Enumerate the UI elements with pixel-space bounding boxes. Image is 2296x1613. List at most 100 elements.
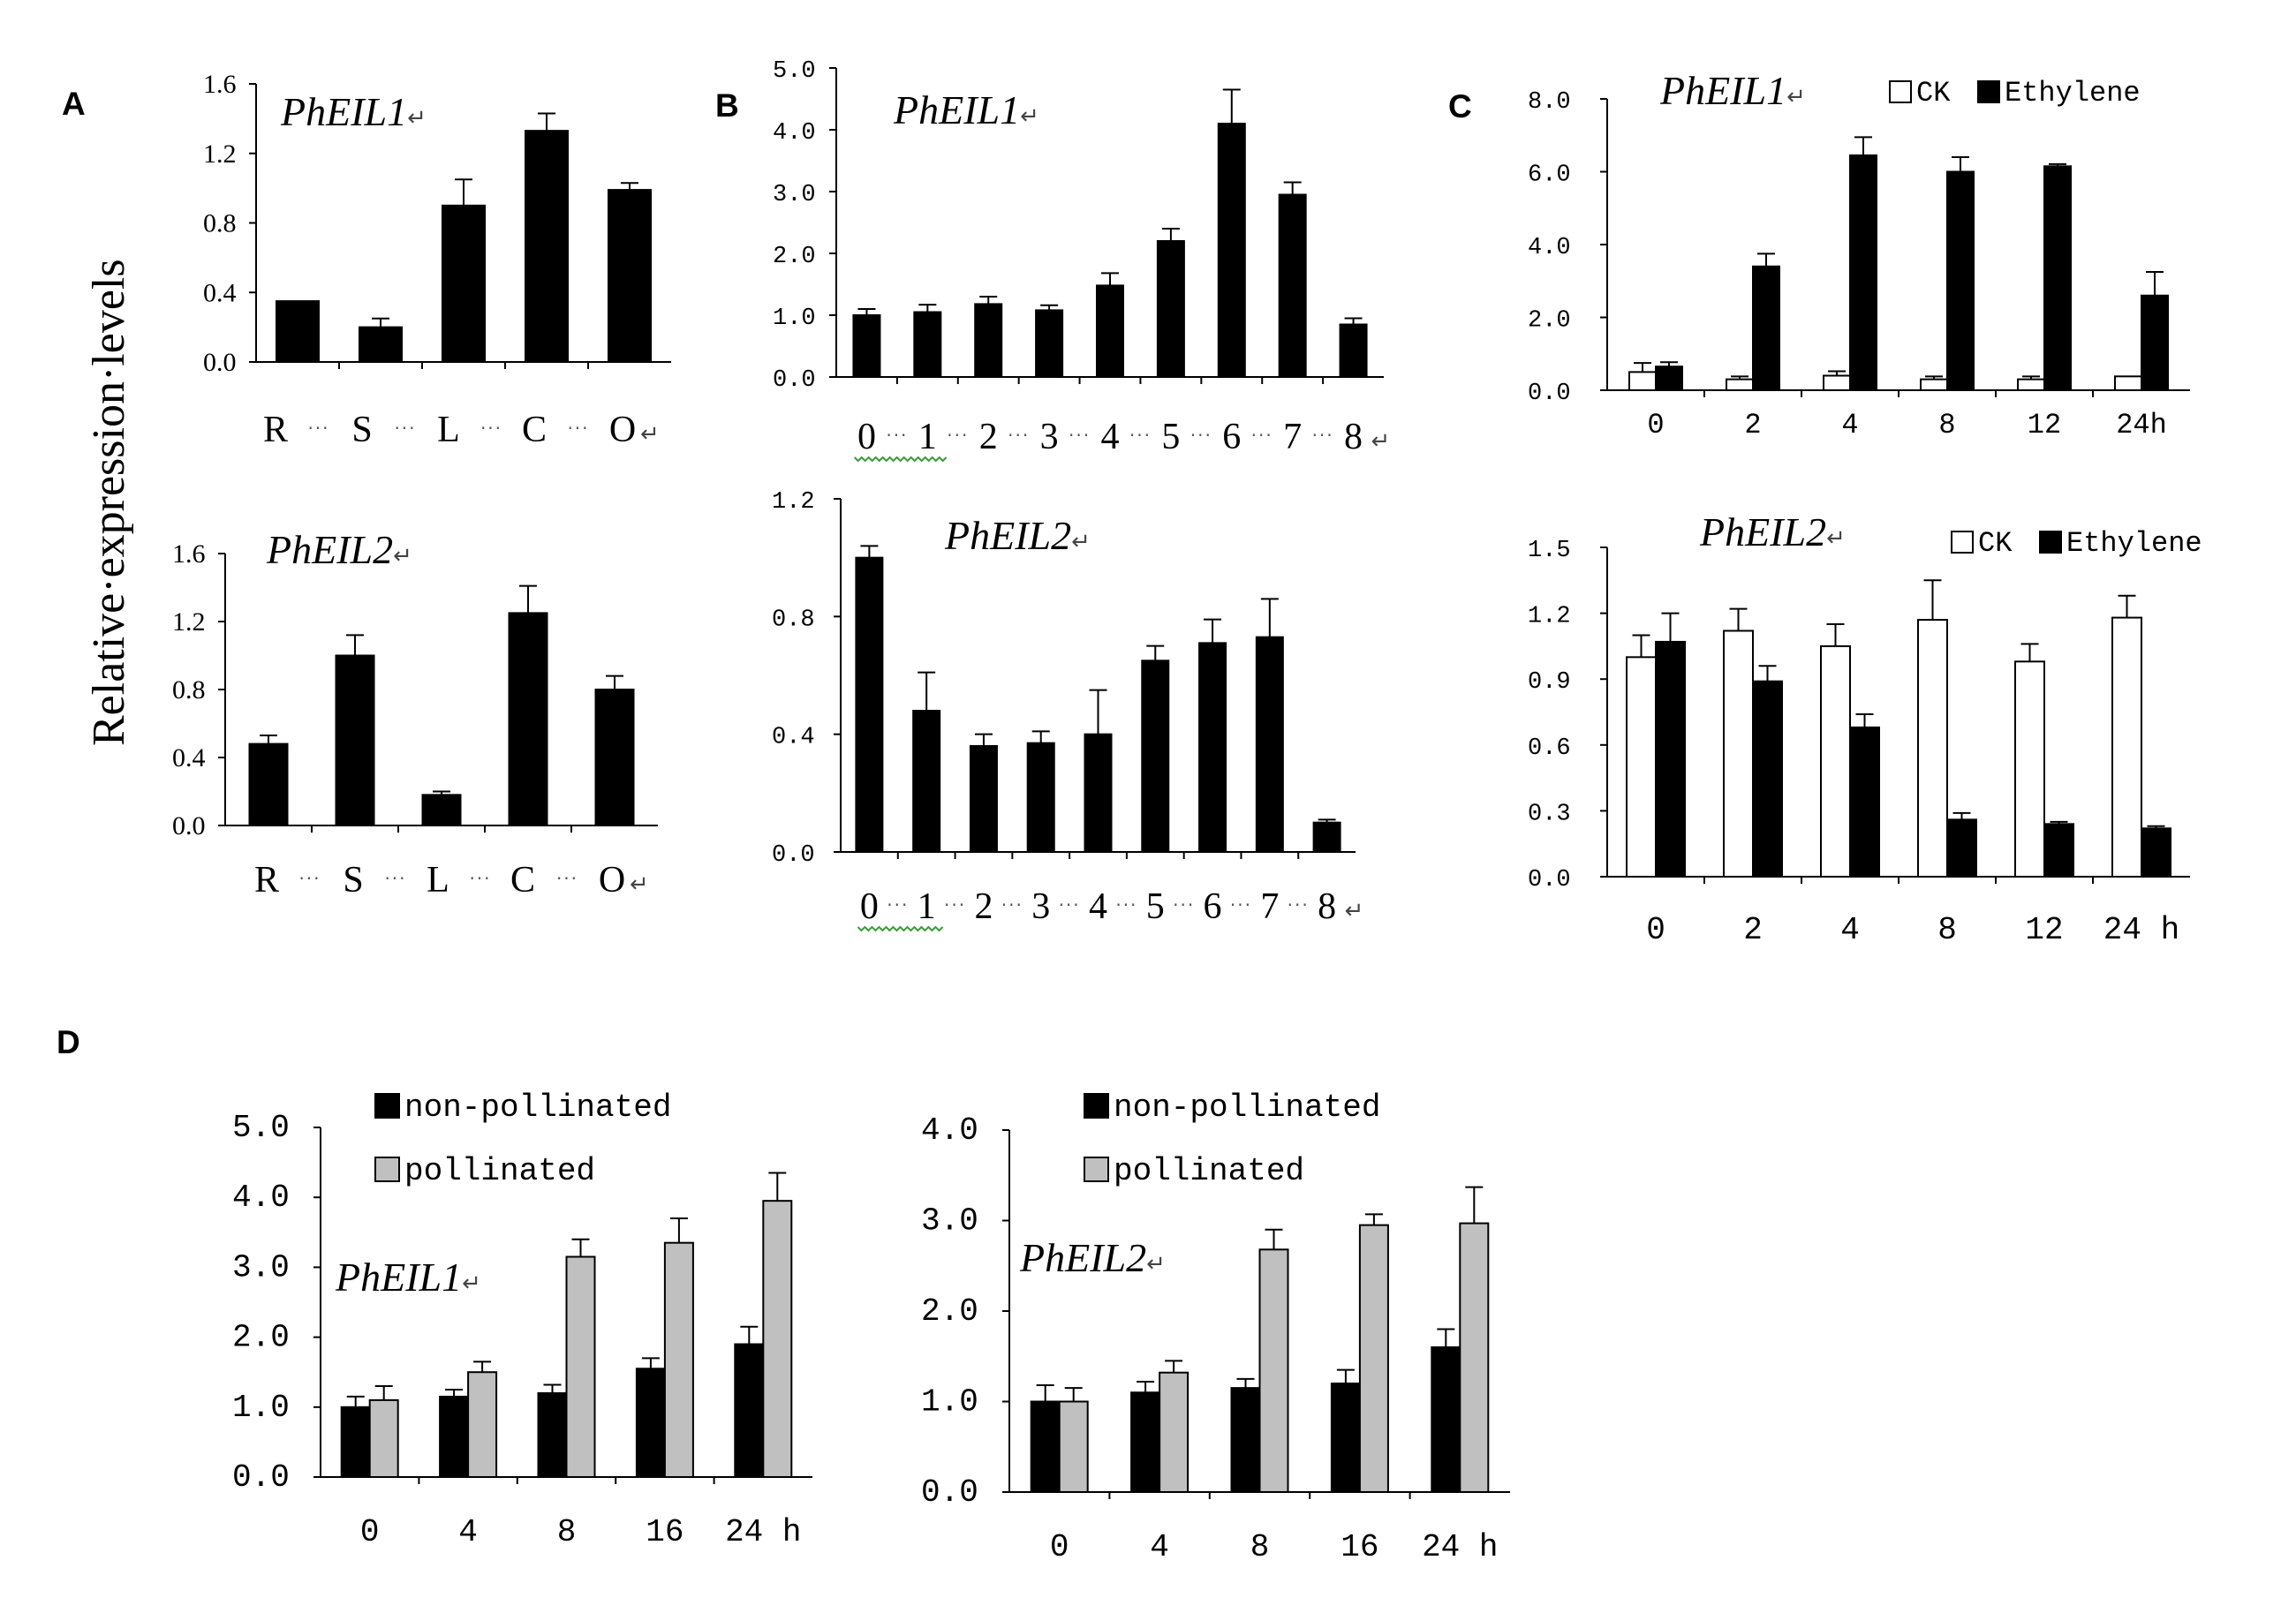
y-tick-label: 1.2 xyxy=(1528,604,1571,630)
x-category-label: 1 xyxy=(918,417,937,457)
legend-label: non-pollinated xyxy=(1114,1089,1380,1126)
bar xyxy=(1312,821,1341,854)
x-category-label: 3 xyxy=(1040,417,1059,457)
x-category-label: 1 xyxy=(918,886,936,927)
bar xyxy=(467,1371,498,1478)
bar xyxy=(368,1398,399,1479)
chart-title: PhEIL1↵ xyxy=(280,89,427,134)
y-tick-label: 0.4 xyxy=(172,743,206,773)
return-mark: ↵ xyxy=(407,105,427,132)
return-mark: ↵ xyxy=(1071,529,1091,555)
bar xyxy=(359,326,403,363)
x-category-label: 4 xyxy=(458,1514,478,1550)
chart-d2: PhEIL2↵ 0.0 1.0 2.0 3.0 4.0 0 4 8 16 24 h non-polli… xyxy=(921,1089,1510,1565)
legend-swatch xyxy=(1951,531,1974,554)
bar xyxy=(1130,1391,1161,1493)
bar xyxy=(608,189,652,363)
bar xyxy=(1096,284,1124,378)
bar xyxy=(340,1406,371,1479)
bar xyxy=(1358,1224,1389,1493)
x-category-label: S xyxy=(343,860,363,901)
bar xyxy=(1655,640,1686,878)
x-category-label: 2 xyxy=(1744,409,1761,441)
label-dots: ··· xyxy=(1288,894,1310,916)
return-mark: ↵ xyxy=(462,1270,481,1297)
bar xyxy=(594,689,635,826)
chart-b1: PhEIL1↵ 0.0 1.0 2.0 3.0 4.0 5.0 0 ··· 1 ··· 2 ··· 3 ··… xyxy=(773,58,1391,463)
bar xyxy=(1946,170,1975,391)
x-category-label: 0 xyxy=(360,1514,380,1550)
label-dots: ··· xyxy=(480,418,502,439)
return-mark: ↵ xyxy=(393,543,412,569)
x-category-label: R xyxy=(254,860,279,901)
legend: CK Ethylene xyxy=(1889,77,2141,109)
x-category-label: 12 xyxy=(2025,912,2063,948)
x-category-label: 24 h xyxy=(2103,912,2179,948)
chart-title: PhEIL1↵ xyxy=(1659,68,1806,113)
label-dots: ··· xyxy=(394,418,416,439)
x-category-label: 24 h xyxy=(1422,1529,1498,1565)
chart-title: PhEIL1↵ xyxy=(335,1255,481,1300)
y-tick-label: 0.8 xyxy=(772,607,815,633)
x-category-label: C xyxy=(510,860,535,901)
bar xyxy=(762,1200,793,1479)
y-tick-label: 2.0 xyxy=(921,1293,978,1330)
y-tick-label: 1.0 xyxy=(921,1384,978,1421)
bar xyxy=(1820,644,1851,878)
x-category-label: 4 xyxy=(1840,912,1860,948)
charts-layer: PhEIL1↵0.00.40.81.21.6R ··· S ··· L ··· C ··· O ↵… xyxy=(172,58,2202,1565)
bar xyxy=(912,710,941,853)
x-category-label: 24 h xyxy=(725,1514,801,1550)
bar xyxy=(1058,1400,1089,1493)
chart-title: PhEIL2↵ xyxy=(266,527,412,572)
x-category-label: 2 xyxy=(979,417,998,457)
bar xyxy=(1278,193,1307,378)
bar xyxy=(1626,656,1657,878)
y-tick-label: 0.4 xyxy=(203,278,237,307)
bar xyxy=(508,612,548,826)
bar xyxy=(734,1343,765,1479)
y-axis-label: Relative·expression·levels xyxy=(84,259,134,746)
panel-label-a: A xyxy=(62,86,86,122)
label-dots: ··· xyxy=(1230,894,1252,916)
bar xyxy=(1655,366,1683,391)
y-tick-label: 2.0 xyxy=(773,244,816,270)
bar xyxy=(2141,827,2171,878)
bar xyxy=(1330,1383,1361,1493)
label-dots: ··· xyxy=(567,418,589,439)
bar xyxy=(1159,1371,1190,1493)
y-tick-label: 0.3 xyxy=(1528,801,1571,827)
x-category-label: 8 xyxy=(1318,886,1336,927)
x-category-label: S xyxy=(351,410,372,450)
bar xyxy=(335,654,375,826)
x-category-label: 6 xyxy=(1204,886,1222,927)
y-tick-label: 0.4 xyxy=(772,725,815,751)
y-tick-label: 0.8 xyxy=(172,675,206,705)
x-category-label: 0 xyxy=(860,886,879,927)
y-tick-label: 0.0 xyxy=(172,811,206,840)
bar xyxy=(2014,660,2045,878)
y-tick-label: 0.0 xyxy=(1528,867,1571,893)
y-tick-label: 4.0 xyxy=(773,120,816,147)
legend: CK Ethylene xyxy=(1951,527,2202,560)
x-category-label: 16 xyxy=(1341,1529,1378,1565)
y-tick-label: 5.0 xyxy=(232,1110,290,1146)
x-category-label: 2 xyxy=(974,886,993,927)
y-tick-label: 2.0 xyxy=(1528,308,1571,335)
y-tick-label: 1.2 xyxy=(172,607,206,637)
x-category-label: 12 xyxy=(2028,409,2061,441)
bar xyxy=(421,794,462,826)
return-mark: ↵ xyxy=(1826,525,1846,552)
y-tick-label: 8.0 xyxy=(1528,89,1571,116)
return-mark: ↵ xyxy=(1371,428,1391,455)
legend-swatch xyxy=(1084,1093,1109,1119)
y-tick-label: 0.0 xyxy=(232,1459,290,1496)
bar xyxy=(565,1255,596,1479)
legend-swatch xyxy=(374,1157,400,1182)
bar xyxy=(2111,616,2142,878)
chart-c1: PhEIL1↵ 0.0 2.0 4.0 6.0 8.0 0 2 4 8 12 24h CK Ethylen… xyxy=(1528,68,2190,441)
legend: non-pollinated pollinated xyxy=(374,1089,671,1189)
bar xyxy=(1752,265,1780,391)
return-mark: ↵ xyxy=(1786,84,1806,110)
x-category-label: 7 xyxy=(1283,417,1302,457)
